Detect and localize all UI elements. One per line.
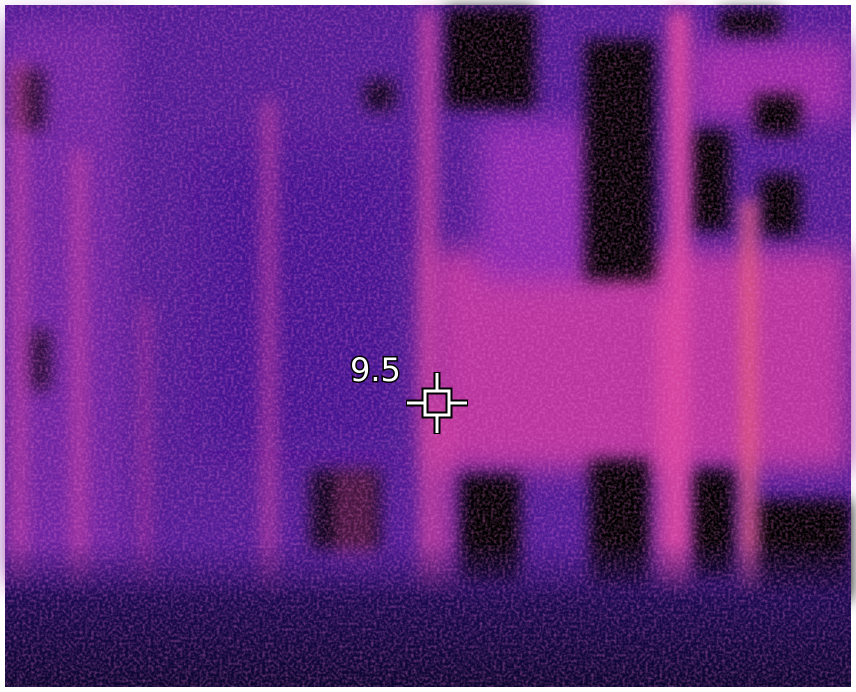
crosshair-inner (407, 373, 467, 433)
temperature-reading: 9.5 (350, 351, 401, 389)
thermal-image (5, 5, 851, 687)
